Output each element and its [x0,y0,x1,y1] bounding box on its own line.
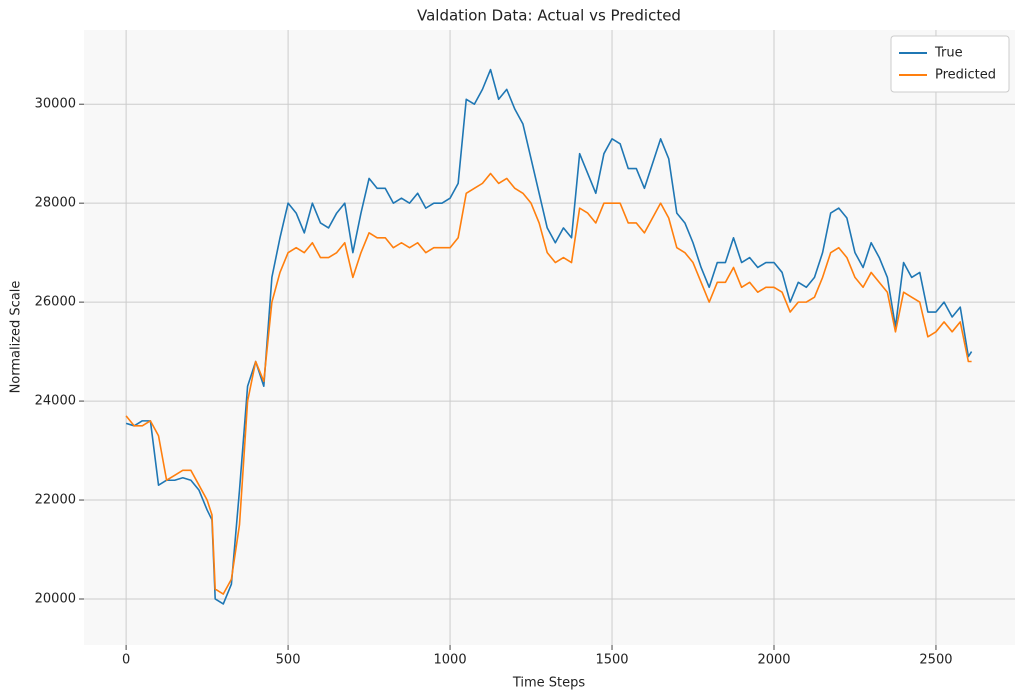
x-axis-label: Time Steps [512,676,586,691]
x-tick-label: 0 [122,653,130,668]
x-tick-label: 1500 [595,653,628,668]
series-line [125,172,972,595]
y-tick-label: 30000 [35,97,76,112]
x-tick-label: 1000 [434,653,467,668]
y-tick-label: 26000 [35,295,76,310]
x-tick-label: 2500 [919,653,952,668]
x-tick-label: 500 [276,653,301,668]
legend-box [890,35,1010,93]
x-tick-label: 2000 [757,653,790,668]
legend: True Predicted [890,35,1010,93]
y-tick-label: 20000 [35,591,76,606]
y-tick-label: 22000 [35,493,76,508]
chart-title: Valdation Data: Actual vs Predicted [417,7,681,25]
legend-label: Predicted [935,68,996,83]
y-tick-label: 24000 [35,394,76,409]
series-line [125,68,973,605]
legend-label: True [934,46,963,61]
y-axis-label: Normalized Scale [9,281,24,394]
y-tick-label: 28000 [35,196,76,211]
plot-area [84,30,1015,645]
